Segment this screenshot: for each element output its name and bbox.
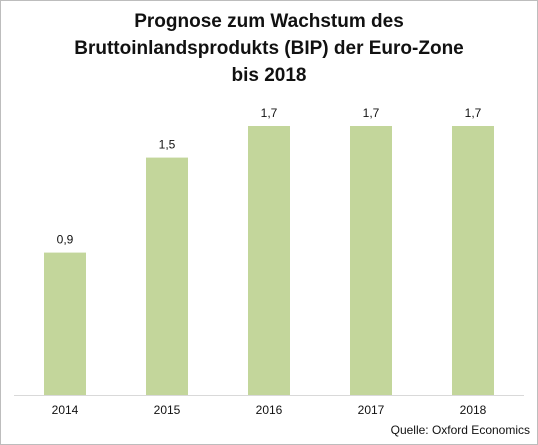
x-tick-label-2014: 2014 bbox=[52, 403, 79, 417]
data-label-2018: 1,7 bbox=[465, 106, 482, 120]
bar-2014 bbox=[44, 252, 86, 395]
bar-2017 bbox=[350, 126, 392, 395]
source-note: Quelle: Oxford Economics bbox=[390, 423, 530, 437]
chart-title-line-2: Bruttoinlandsprodukts (BIP) der Euro-Zon… bbox=[74, 38, 464, 59]
data-label-2015: 1,5 bbox=[159, 138, 176, 152]
chart-title-line-1: Prognose zum Wachstum des bbox=[134, 11, 404, 32]
x-tick-label-2016: 2016 bbox=[256, 403, 283, 417]
x-tick-label-2015: 2015 bbox=[154, 403, 181, 417]
bar-2016 bbox=[248, 126, 290, 395]
data-label-2016: 1,7 bbox=[261, 106, 278, 120]
bar-2015 bbox=[146, 157, 188, 395]
data-label-2017: 1,7 bbox=[363, 106, 380, 120]
x-tick-label-2018: 2018 bbox=[460, 403, 487, 417]
chart-title: Prognose zum Wachstum des Bruttoinlandsp… bbox=[0, 8, 538, 89]
data-label-2014: 0,9 bbox=[57, 233, 74, 247]
x-tick-label-2017: 2017 bbox=[358, 403, 385, 417]
bar-2018 bbox=[452, 126, 494, 395]
chart-title-line-3: bis 2018 bbox=[231, 65, 307, 86]
